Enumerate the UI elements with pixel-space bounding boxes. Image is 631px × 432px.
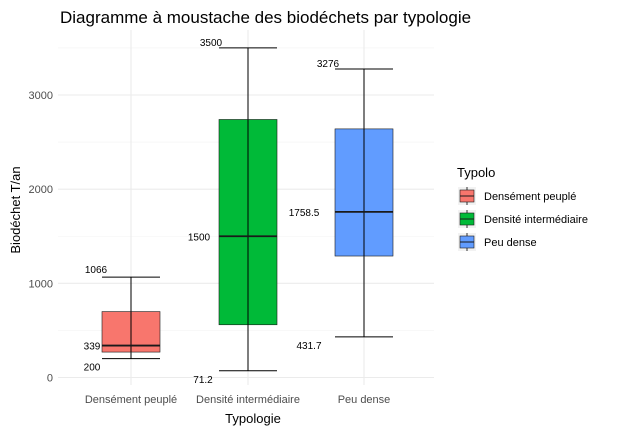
annotation-min: 71.2 — [193, 375, 213, 386]
box-group — [101, 276, 161, 360]
y-tick-label: 1000 — [29, 278, 53, 290]
legend-label: Densément peuplé — [484, 191, 576, 203]
boxes — [101, 47, 394, 372]
annotation-median: 1758.5 — [289, 208, 320, 219]
legend-item: Peu dense — [458, 233, 537, 251]
legend: Typolo Densément peuplé Densité intermédi… — [457, 165, 588, 251]
annotation-min: 431.7 — [296, 341, 321, 352]
chart-title: Diagramme à moustache des biodéchets par… — [60, 8, 471, 27]
annotation-median: 1500 — [188, 232, 211, 243]
y-axis-title: Biodéchet T/an — [8, 166, 23, 253]
y-tick-label: 3000 — [29, 90, 53, 102]
y-tick-label: 0 — [47, 373, 53, 385]
x-axis-ticks: Densément peuplé Densité intermédiaire Peu… — [85, 394, 390, 406]
y-tick-label: 2000 — [29, 184, 53, 196]
annotation-max: 3276 — [317, 59, 340, 70]
x-tick-label: Densément peuplé — [85, 394, 177, 406]
y-axis-ticks: 0 1000 2000 3000 — [29, 90, 53, 385]
annotation-max: 1066 — [85, 265, 108, 276]
annotations: 1066 339 200 3500 1500 71.2 3276 1758.5 431.7 — [84, 38, 340, 386]
x-tick-label: Densité intermédiaire — [196, 394, 300, 406]
box-group — [218, 47, 278, 372]
legend-item: Densité intermédiaire — [458, 210, 588, 228]
annotation-max: 3500 — [200, 38, 223, 49]
x-tick-label: Peu dense — [338, 394, 391, 406]
x-axis-title: Typologie — [225, 411, 281, 426]
legend-item: Densément peuplé — [458, 187, 576, 205]
annotation-min: 200 — [84, 363, 101, 374]
legend-title: Typolo — [457, 165, 495, 180]
box-group — [334, 68, 394, 338]
legend-label: Densité intermédiaire — [484, 214, 588, 226]
legend-label: Peu dense — [484, 237, 537, 249]
annotation-median: 339 — [84, 342, 101, 353]
